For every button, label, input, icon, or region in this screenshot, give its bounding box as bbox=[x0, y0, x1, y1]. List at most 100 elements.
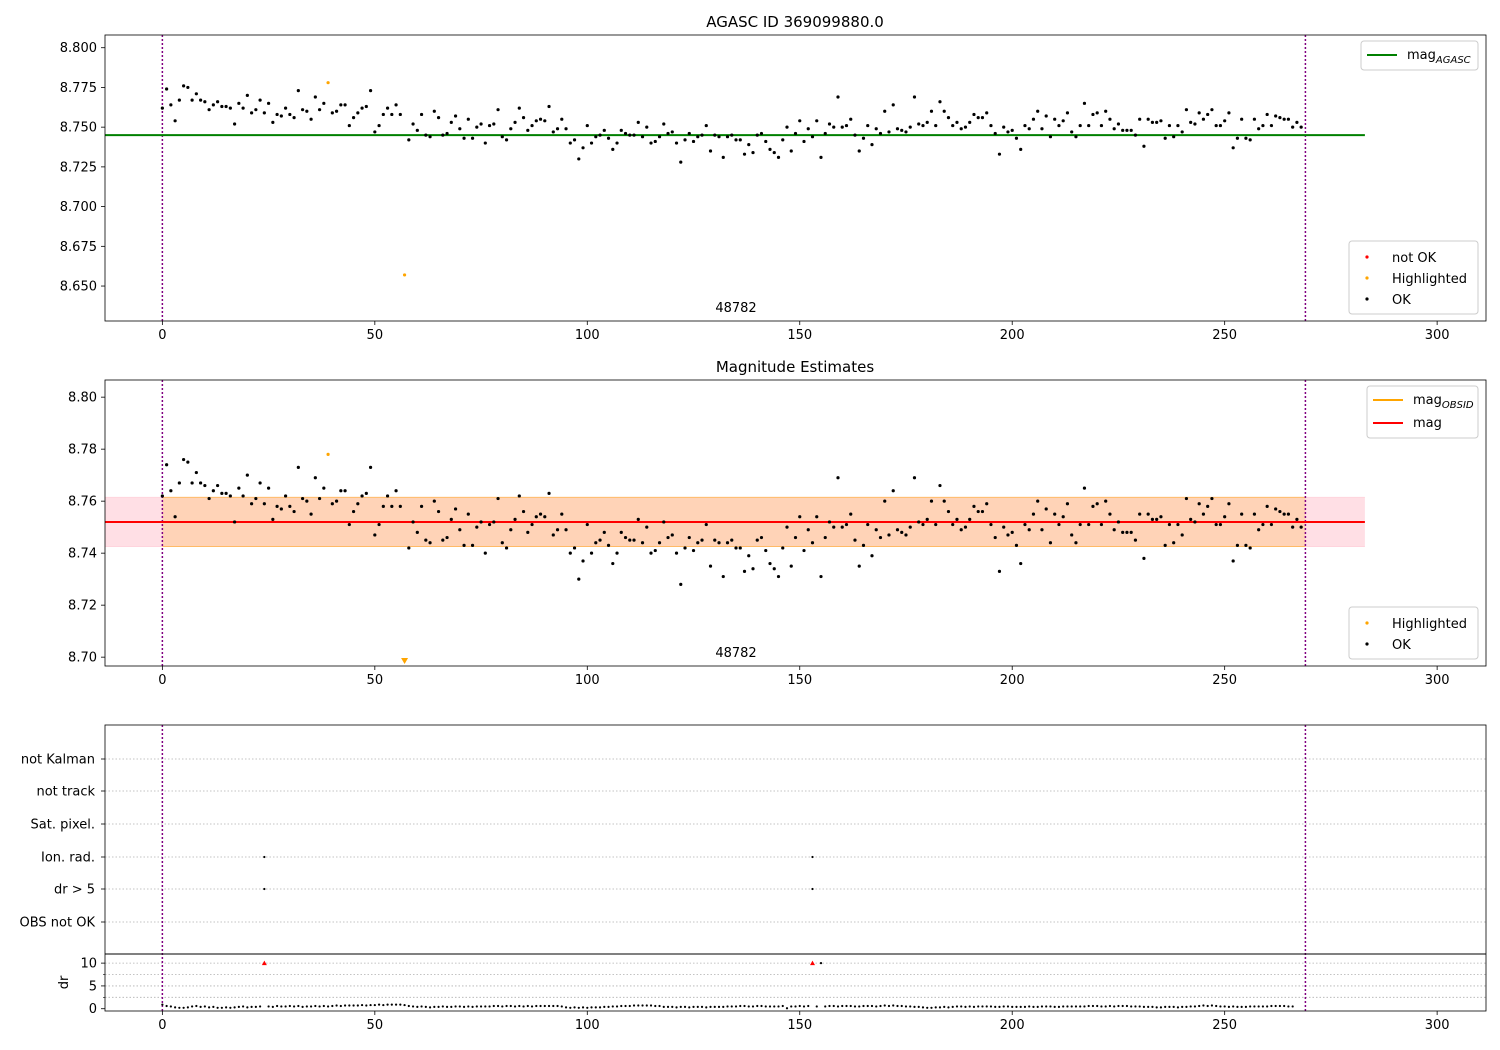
dr-point bbox=[666, 1005, 670, 1008]
ok-point bbox=[470, 543, 475, 547]
ok-point bbox=[823, 535, 827, 540]
ok-point bbox=[343, 103, 347, 107]
ok-point bbox=[428, 541, 432, 545]
ok-point bbox=[551, 533, 555, 537]
ok-point bbox=[1201, 512, 1206, 516]
dr-point bbox=[722, 1005, 725, 1008]
ok-point bbox=[1121, 128, 1125, 132]
ok-point bbox=[279, 507, 283, 511]
ok-point bbox=[1061, 515, 1065, 519]
ok-point bbox=[339, 489, 343, 493]
dr-point bbox=[611, 1005, 614, 1008]
ok-point bbox=[781, 138, 785, 142]
ok-point bbox=[989, 123, 993, 128]
dr-point bbox=[560, 1005, 563, 1008]
dr-point bbox=[802, 1005, 806, 1008]
dr-point bbox=[1244, 1005, 1248, 1008]
ok-point bbox=[1121, 530, 1125, 534]
ok-point bbox=[1125, 530, 1129, 534]
dr-point bbox=[178, 1006, 181, 1009]
dr-point bbox=[454, 1005, 457, 1008]
ok-point bbox=[968, 120, 972, 124]
ok-point bbox=[674, 141, 679, 145]
x-tick-label: 300 bbox=[1425, 673, 1450, 688]
ok-point bbox=[785, 125, 789, 129]
x-tick-label: 50 bbox=[367, 673, 384, 688]
ok-point bbox=[704, 522, 708, 527]
flag-point bbox=[811, 887, 814, 891]
ok-point bbox=[449, 120, 453, 124]
ok-point bbox=[526, 128, 530, 132]
ok-point bbox=[1044, 507, 1048, 511]
ok-point bbox=[517, 494, 521, 498]
legend-marker bbox=[1365, 255, 1369, 259]
dr-point bbox=[271, 1005, 274, 1008]
ok-point bbox=[483, 141, 487, 145]
dr-point bbox=[1215, 1004, 1218, 1008]
ok-point bbox=[1057, 123, 1061, 128]
ok-point bbox=[687, 131, 691, 136]
ok-point bbox=[895, 528, 900, 532]
ok-point bbox=[266, 101, 271, 105]
ok-point bbox=[1006, 533, 1010, 537]
ok-point bbox=[1167, 123, 1172, 128]
ok-point bbox=[963, 525, 968, 529]
ok-point bbox=[628, 538, 632, 542]
dr-point bbox=[1104, 1005, 1107, 1008]
ok-point bbox=[985, 502, 989, 506]
ok-point bbox=[691, 548, 696, 553]
dr-point bbox=[1261, 1005, 1265, 1008]
ok-point bbox=[1104, 499, 1108, 503]
ok-point bbox=[683, 138, 687, 142]
ok-point bbox=[207, 496, 211, 501]
dr-point bbox=[539, 1004, 542, 1008]
ok-point bbox=[904, 533, 908, 537]
legend-label: Highlighted bbox=[1392, 617, 1467, 632]
ok-point bbox=[1248, 546, 1252, 550]
dr-point bbox=[203, 1005, 206, 1008]
x-tick-label: 300 bbox=[1425, 1018, 1450, 1033]
ok-point bbox=[245, 93, 249, 97]
ok-point bbox=[1189, 120, 1193, 124]
x-tick-label: 250 bbox=[1212, 1018, 1237, 1033]
dr-point bbox=[921, 1006, 925, 1009]
x-tick-label: 300 bbox=[1425, 328, 1450, 343]
ok-point bbox=[296, 465, 300, 469]
ok-point bbox=[492, 122, 496, 126]
ok-point bbox=[1189, 517, 1193, 521]
dr-point bbox=[594, 1006, 597, 1009]
ok-point bbox=[1023, 522, 1027, 527]
ok-point bbox=[1172, 135, 1176, 139]
dr-point bbox=[450, 1005, 453, 1008]
ok-point bbox=[1014, 136, 1019, 140]
flag-point bbox=[263, 855, 266, 859]
dr-point bbox=[373, 1003, 376, 1007]
ok-point bbox=[538, 117, 543, 121]
dr-point bbox=[930, 1006, 933, 1009]
ok-point bbox=[883, 499, 887, 503]
ok-point bbox=[173, 119, 177, 123]
ok-point bbox=[759, 535, 764, 540]
ok-point bbox=[806, 528, 810, 532]
x-tick-label: 0 bbox=[158, 328, 166, 343]
ok-point bbox=[534, 119, 538, 123]
ok-point bbox=[1257, 127, 1261, 131]
ok-point bbox=[1172, 541, 1176, 545]
ok-point bbox=[895, 127, 900, 131]
dr-point bbox=[756, 1004, 759, 1008]
legend-label: OK bbox=[1392, 293, 1411, 308]
ok-point bbox=[568, 141, 572, 145]
dr-point bbox=[637, 1004, 640, 1007]
ok-point bbox=[1163, 543, 1167, 547]
dr-point bbox=[403, 1003, 406, 1007]
ok-point bbox=[1274, 507, 1278, 511]
dr-point bbox=[917, 1005, 920, 1008]
ok-point bbox=[1108, 117, 1112, 121]
dr-point bbox=[458, 1005, 461, 1008]
ok-point bbox=[878, 535, 883, 540]
ok-point bbox=[1197, 502, 1201, 506]
ok-point bbox=[606, 543, 611, 547]
ok-point bbox=[432, 109, 436, 113]
ok-point bbox=[436, 116, 441, 120]
dr-point bbox=[671, 1005, 674, 1008]
